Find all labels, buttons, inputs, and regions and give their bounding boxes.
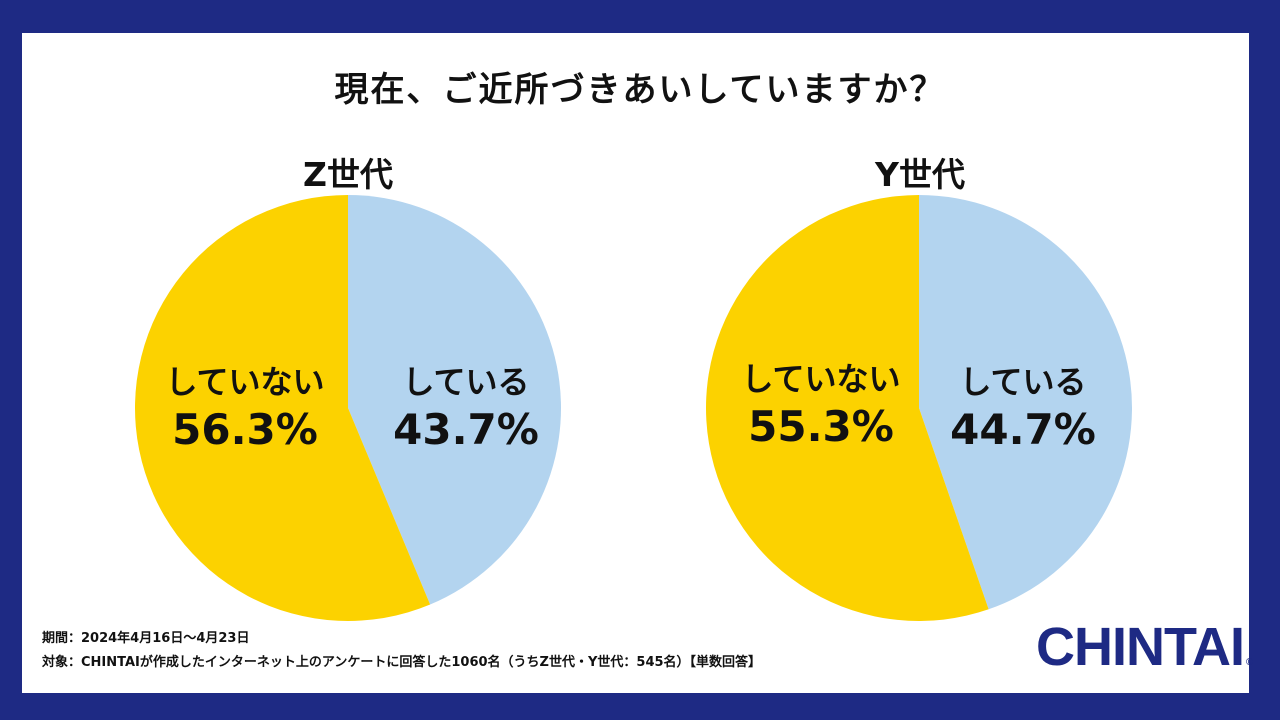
z-not-doing-value: 56.3% <box>172 405 318 455</box>
z-not-doing-label: していない 56.3% <box>135 363 355 456</box>
logo-registered-mark: ® <box>1245 657 1253 668</box>
footnote-target: 対象：CHINTAIが作成したインターネット上のアンケートに回答した1060名（… <box>42 655 762 670</box>
pie-slice-y-doing <box>919 195 1132 610</box>
y-doing-category: している <box>959 363 1087 401</box>
z-doing-value: 43.7% <box>393 405 539 455</box>
y-doing-value: 44.7% <box>950 405 1096 455</box>
chintai-logo: CHINTAI ® <box>1036 612 1253 682</box>
pie-slice-z-doing <box>348 195 561 605</box>
z-not-doing-category: していない <box>165 363 325 401</box>
page-title: 現在、ご近所づきあいしていますか？ <box>334 70 946 110</box>
z-doing-label: している 43.7% <box>356 363 576 456</box>
logo-text: CHINTAI <box>1036 617 1245 677</box>
pie-chart-z <box>135 195 561 621</box>
pie-chart-y <box>705 195 1132 621</box>
chart-title-y: Y世代 <box>875 155 965 194</box>
y-not-doing-value: 55.3% <box>748 402 894 452</box>
y-doing-label: している 44.7% <box>913 363 1133 456</box>
chart-title-z: Z世代 <box>303 155 393 194</box>
pie-slice-z-not-doing <box>135 195 431 621</box>
footnote-period: 期間：2024年4月16日〜4月23日 <box>42 631 250 646</box>
y-not-doing-label: していない 55.3% <box>711 360 931 453</box>
y-not-doing-category: していない <box>741 360 901 398</box>
z-doing-category: している <box>402 363 530 401</box>
pie-slice-y-not-doing <box>705 195 989 621</box>
